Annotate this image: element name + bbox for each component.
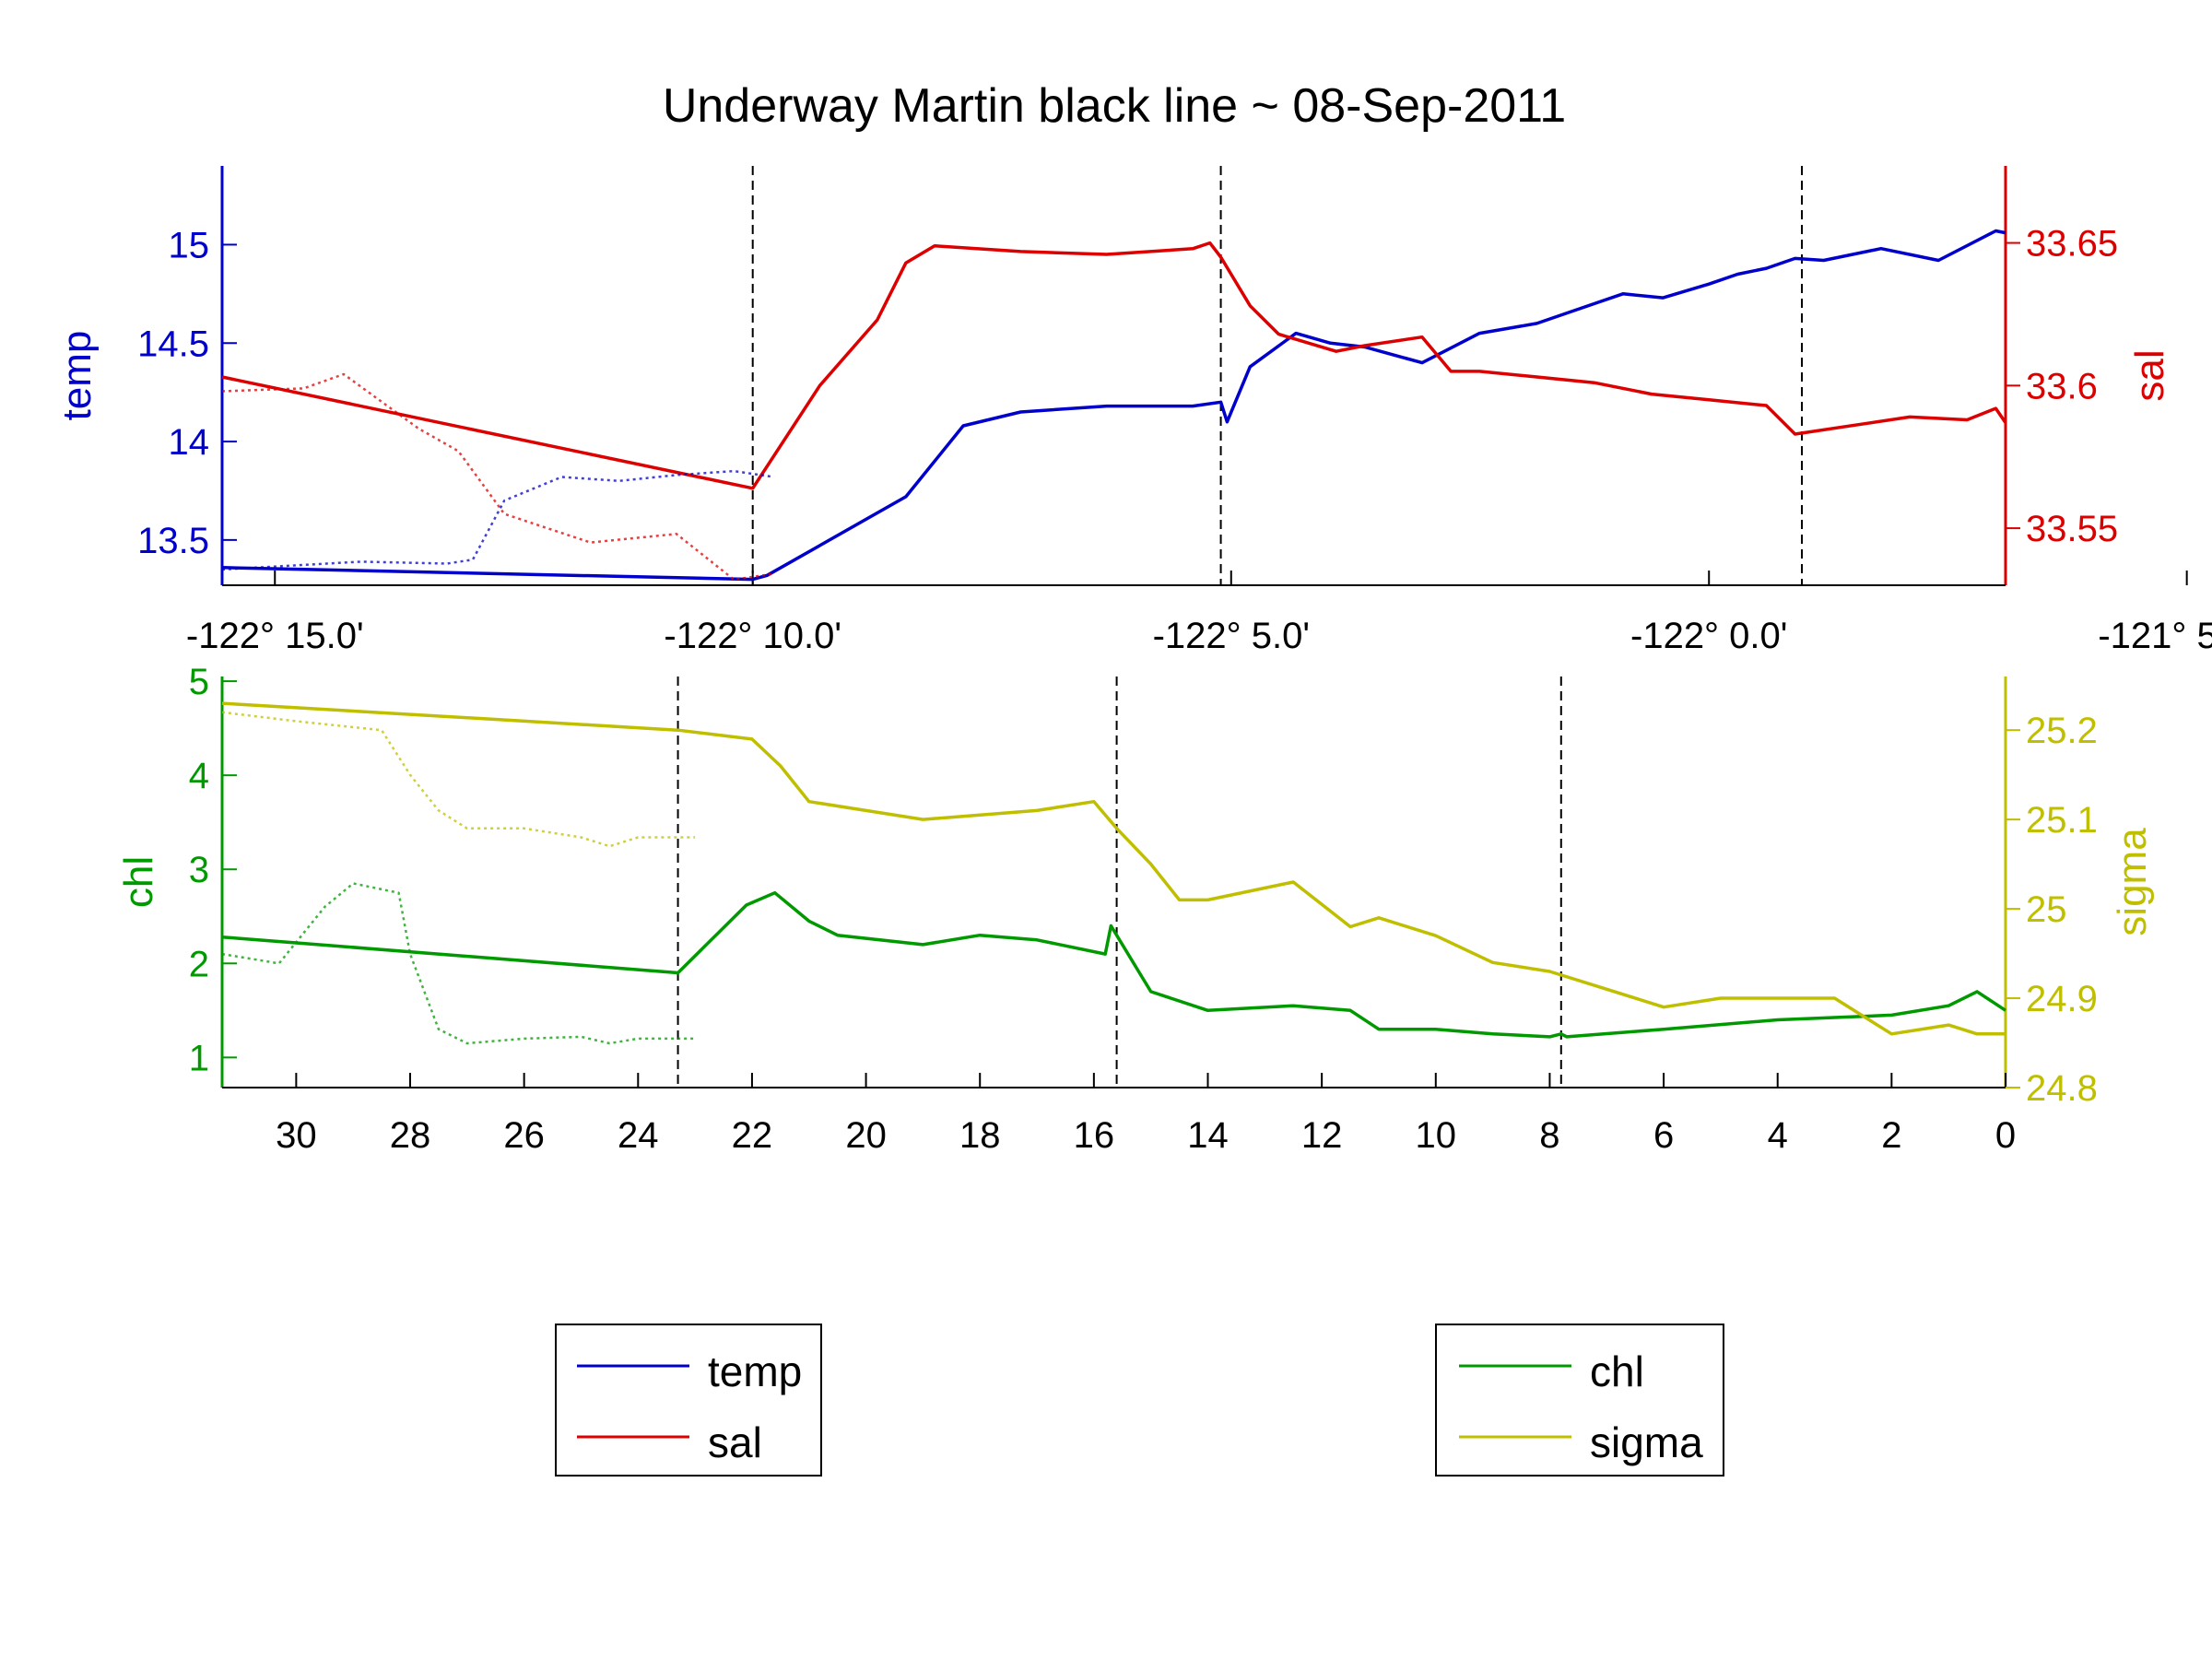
y-left-tick-label: 2	[189, 944, 209, 984]
y-left-axis-label: chl	[116, 856, 161, 908]
chart-title: Underway Martin black line ~ 08-Sep-2011	[663, 79, 1566, 133]
top-panel: -122° 15.0' -122° 10.0' -122° 5.0' -122° 0.…	[54, 166, 2212, 656]
y-right-tick-label: 24.8	[2026, 1068, 2098, 1109]
series-sal	[221, 241, 2007, 490]
y-right-tick-label: 24.9	[2026, 979, 2098, 1019]
x-tick-label: 18	[959, 1115, 1001, 1156]
x-tick-label: 20	[845, 1115, 887, 1156]
legend-box	[555, 1324, 822, 1477]
x-tick-label: 8	[1539, 1115, 1559, 1156]
y-right-tick-label: 33.55	[2026, 509, 2118, 549]
x-tick-label: 4	[1768, 1115, 1788, 1156]
legend-label-temp: temp	[708, 1347, 802, 1395]
x-tick-label: 26	[503, 1115, 545, 1156]
x-tick-label: 28	[390, 1115, 431, 1156]
y-right-tick-label: 25.1	[2026, 800, 2098, 841]
legend-label-sigma: sigma	[1590, 1418, 1703, 1466]
x-tick-label: -121° 55.0'	[2098, 616, 2212, 656]
series-sigma-dotted	[221, 711, 696, 848]
x-tick-label: -122° 10.0'	[664, 616, 841, 656]
y-left-tick-label: 15	[169, 225, 210, 265]
y-left-tick-label: 4	[189, 756, 209, 796]
x-tick-label: 16	[1074, 1115, 1115, 1156]
legend-temp-sal: temp sal	[555, 1324, 822, 1477]
y-left-axis-label: temp	[54, 331, 100, 421]
y-right-tick-label: 33.6	[2026, 366, 2098, 406]
legend-label-chl: chl	[1590, 1347, 1644, 1395]
bottom-panel: 30 28 26 24 22 20 18 16 14 12 10 8 6 4 2 01234524.824.9…	[116, 662, 2155, 1156]
y-right-tick-label: 25.2	[2026, 711, 2098, 751]
y-left-tick-label: 14	[169, 422, 210, 463]
series-chl	[221, 890, 2006, 1039]
y-left-tick-label: 5	[189, 662, 209, 702]
y-left-tick-label: 14.5	[137, 324, 209, 364]
series-temp-dotted	[221, 469, 774, 571]
x-tick-label: -122° 0.0'	[1630, 616, 1787, 656]
x-tick-label: 30	[276, 1115, 317, 1156]
y-right-tick-label: 33.65	[2026, 224, 2118, 265]
series-chl-dotted	[221, 882, 696, 1045]
x-tick-label: 0	[1995, 1115, 2016, 1156]
y-right-axis-label: sal	[2127, 349, 2172, 401]
x-tick-label: -122° 5.0'	[1153, 616, 1310, 656]
legend-box	[1435, 1324, 1724, 1477]
x-tick-label: 6	[1653, 1115, 1674, 1156]
legend-label-sal: sal	[708, 1418, 762, 1466]
x-tick-label: -122° 15.0'	[186, 616, 364, 656]
y-right-tick-label: 25	[2026, 889, 2067, 930]
y-left-tick-label: 3	[189, 850, 209, 890]
y-left-tick-label: 1	[189, 1038, 209, 1078]
x-tick-label: 10	[1416, 1115, 1457, 1156]
x-tick-label: 2	[1881, 1115, 1901, 1156]
x-tick-label: 24	[618, 1115, 659, 1156]
series-sigma	[221, 701, 2006, 1036]
x-tick-label: 12	[1301, 1115, 1343, 1156]
series-temp	[221, 229, 2006, 582]
legend-chl-sigma: chl sigma	[1435, 1324, 1724, 1477]
y-left-tick-label: 13.5	[137, 521, 209, 561]
y-right-axis-label: sigma	[2110, 828, 2155, 936]
x-tick-label: 14	[1187, 1115, 1229, 1156]
x-tick-label: 22	[732, 1115, 773, 1156]
